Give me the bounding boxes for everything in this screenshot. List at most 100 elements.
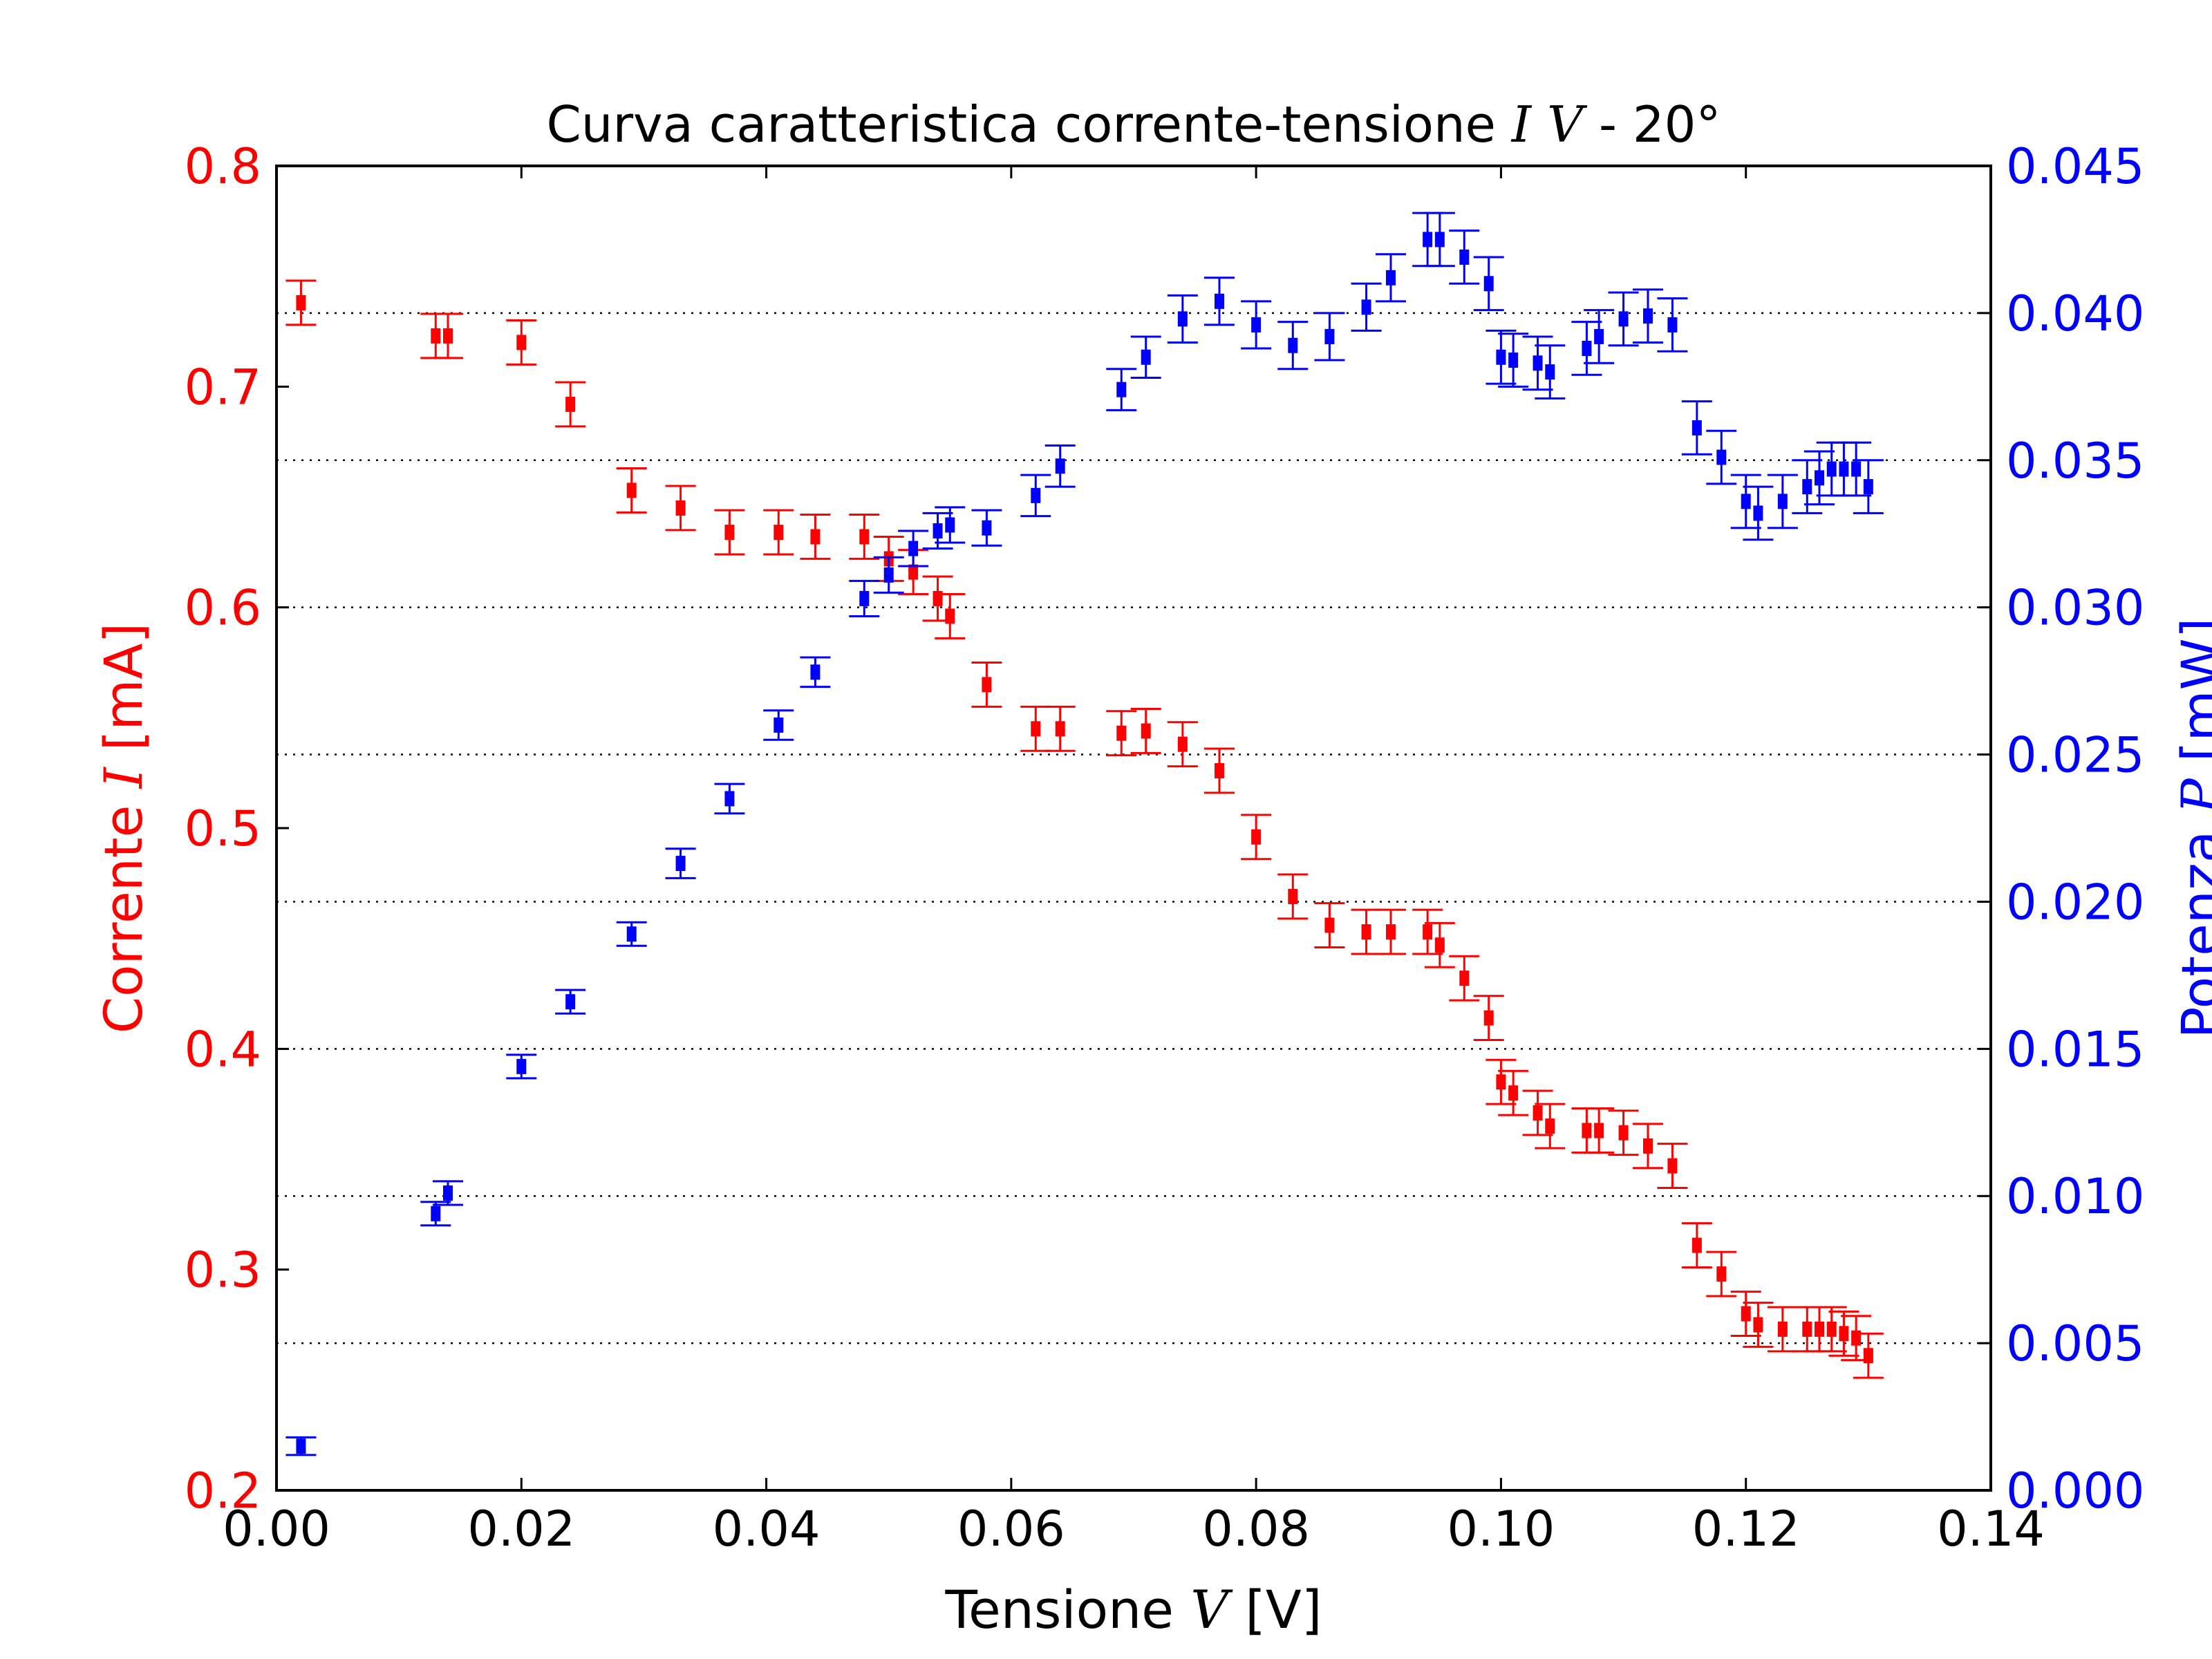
current-data-point: [1828, 1310, 1859, 1357]
right-y-axis-label: Potenza P [mW]: [2170, 618, 2212, 1039]
power-data-point: [1449, 229, 1480, 285]
power-data-point: [1584, 309, 1615, 364]
x-tick-label: 0.14: [1937, 1501, 2045, 1557]
power-data-point: [1498, 332, 1529, 388]
current-data-point: [1412, 908, 1443, 955]
current-data-point: [1535, 1103, 1566, 1150]
power-data-point: [1020, 474, 1051, 518]
power-data-point: [800, 656, 831, 688]
current-data-point: [1633, 1123, 1663, 1170]
current-data-point: [285, 279, 317, 326]
current-data-point: [1498, 1069, 1529, 1116]
current-data-point: [714, 509, 745, 556]
current-data-point: [1314, 902, 1345, 948]
power-data-point: [1376, 253, 1406, 303]
left-y-axis-label: Corrente I [mA]: [93, 623, 154, 1033]
current-data-point: [1657, 1143, 1688, 1190]
current-data-point: [1044, 705, 1076, 752]
right-y-tick-label: 0.035: [2006, 433, 2144, 489]
power-data-point: [1633, 288, 1663, 344]
power-data-point: [433, 1180, 463, 1206]
power-data-point: [1167, 294, 1198, 344]
current-data-point: [1424, 921, 1455, 968]
current-data-point: [506, 319, 537, 366]
current-data-point: [1130, 708, 1161, 754]
power-data-point: [1608, 291, 1639, 347]
x-tick-label: 0.12: [1692, 1501, 1800, 1557]
power-data-point: [1130, 335, 1161, 379]
current-data-point: [1167, 721, 1198, 768]
left-y-tick-label: 0.4: [185, 1021, 261, 1078]
current-data-point: [1473, 995, 1504, 1042]
power-data-point: [1681, 400, 1712, 456]
current-data-point: [1706, 1250, 1737, 1297]
current-data-point: [763, 509, 794, 556]
power-data-point: [1841, 441, 1872, 497]
left-y-axis: 0.2 0.3 0.4 0.5 0.6 0.7 0.8: [185, 138, 289, 1519]
right-y-tick-label: 0.010: [2006, 1168, 2144, 1225]
current-data-point: [433, 312, 463, 359]
x-tick-label: 0.06: [957, 1501, 1065, 1557]
current-data-point: [1681, 1222, 1712, 1268]
current-data-point: [1816, 1306, 1847, 1353]
left-y-tick-label: 0.5: [185, 800, 261, 857]
x-tick-label: 0.00: [223, 1501, 330, 1557]
current-data-point: [1449, 955, 1480, 1002]
current-data-point: [665, 485, 696, 532]
left-y-tick-label: 0.2: [185, 1463, 261, 1519]
left-y-tick-label: 0.3: [185, 1242, 261, 1299]
current-data-point: [1608, 1109, 1639, 1156]
chart-title: Curva caratteristica corrente-tensione I…: [547, 95, 1721, 153]
grid-lines: [276, 312, 1991, 1344]
current-data-point: [555, 381, 586, 428]
left-y-tick-label: 0.8: [185, 138, 261, 195]
current-data-point: [1522, 1089, 1553, 1136]
right-y-tick-label: 0.020: [2006, 874, 2144, 930]
right-y-tick-label: 0.040: [2006, 285, 2144, 342]
current-data-point: [1241, 814, 1272, 861]
left-y-tick-label: 0.7: [185, 359, 261, 415]
power-data-point: [1424, 212, 1455, 268]
x-axis: 0.00 0.02 0.04 0.06 0.08 0.10 0.12 0.14: [223, 166, 2045, 1557]
current-data-point: [1351, 908, 1382, 955]
right-y-tick-label: 0.005: [2006, 1315, 2144, 1372]
x-tick-label: 0.08: [1202, 1501, 1310, 1557]
current-data-point: [1743, 1302, 1774, 1348]
power-data-point: [1044, 444, 1076, 488]
power-data-point: [1351, 282, 1382, 332]
power-data-point: [935, 506, 966, 544]
current-data-point: [800, 514, 831, 560]
power-data-point: [714, 782, 745, 815]
power-data-point: [506, 1053, 537, 1080]
power-data-point: [1485, 329, 1517, 385]
power-data-point: [1730, 474, 1761, 529]
x-tick-label: 0.10: [1447, 1501, 1555, 1557]
power-data-point: [1571, 321, 1602, 376]
x-tick-label: 0.02: [467, 1501, 575, 1557]
power-data-point: [1706, 429, 1737, 485]
current-data-point: [1204, 747, 1235, 794]
current-data-point: [1730, 1291, 1761, 1337]
power-data-point: [616, 921, 647, 947]
power-data-point: [763, 709, 794, 741]
power-data-point: [665, 847, 696, 879]
right-y-axis: 0.000 0.005 0.010 0.015 0.020 0.025 0.030 0.035…: [1978, 138, 2144, 1519]
power-data-point: [1657, 297, 1688, 353]
right-y-tick-label: 0.015: [2006, 1021, 2144, 1078]
power-data-point: [1204, 276, 1235, 326]
current-data-point: [1584, 1107, 1615, 1154]
current-data-point: [971, 662, 1002, 708]
current-data-point: [1485, 1058, 1517, 1105]
current-data-point: [616, 467, 647, 514]
x-tick-label: 0.04: [713, 1501, 821, 1557]
power-data-point: [1473, 256, 1504, 312]
power-data-point: [971, 509, 1002, 547]
power-data-point: [555, 988, 586, 1015]
current-data-point: [1853, 1332, 1884, 1379]
current-data-point: [1767, 1306, 1798, 1353]
current-data-point: [1106, 710, 1137, 757]
x-axis-label: Tensione V [V]: [944, 1579, 1322, 1640]
power-data-point: [1277, 321, 1309, 371]
current-data-point: [849, 514, 880, 560]
left-y-tick-label: 0.6: [185, 580, 261, 637]
